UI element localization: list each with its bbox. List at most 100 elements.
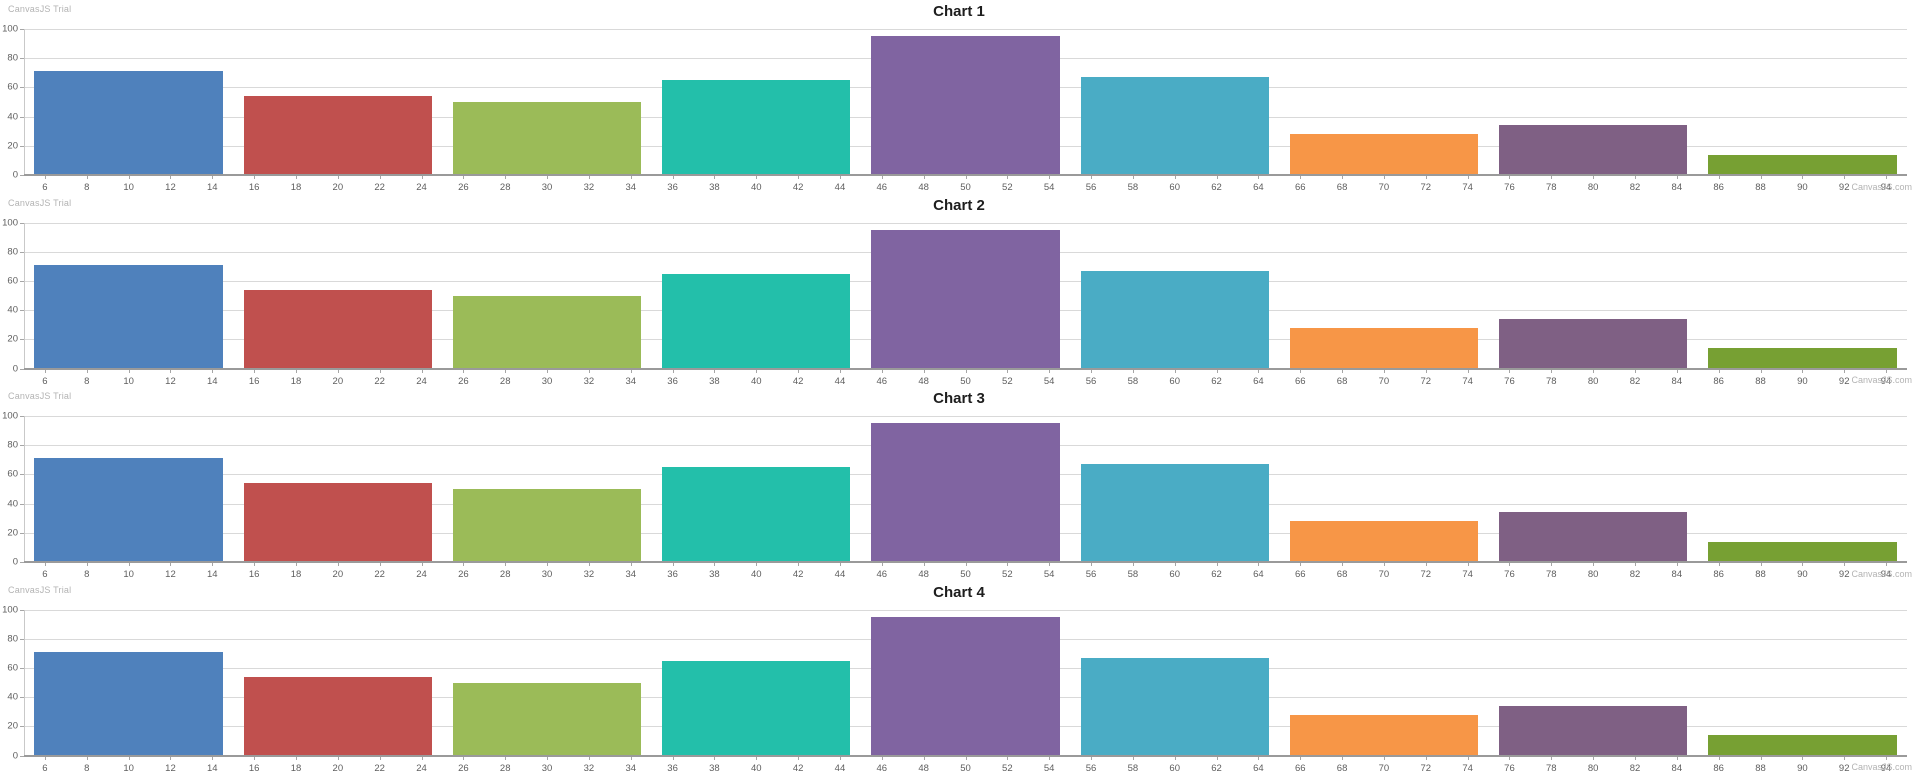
x-axis-label: 42 [792, 762, 804, 774]
y-axis-label: 60 [7, 662, 18, 674]
bar-x20[interactable] [243, 289, 432, 369]
bar-x10[interactable] [34, 651, 223, 756]
bar-x10[interactable] [34, 458, 223, 562]
x-axis-label: 88 [1755, 375, 1766, 387]
x-axis-tick [505, 175, 507, 179]
x-axis-tick [505, 562, 507, 566]
x-axis-label: 22 [374, 375, 385, 387]
bar-x30[interactable] [452, 102, 642, 175]
bar-x60[interactable] [1080, 464, 1269, 562]
x-axis-label: 16 [248, 569, 260, 580]
bar-x40[interactable] [662, 273, 851, 369]
x-axis-label: 24 [416, 182, 427, 193]
x-axis-tick [128, 368, 130, 373]
x-axis-label: 86 [1713, 182, 1724, 193]
x-axis-tick [1676, 368, 1678, 373]
bar-x30[interactable] [452, 489, 642, 562]
x-axis-label: 34 [625, 182, 637, 193]
x-axis-label: 62 [1211, 762, 1222, 774]
bar-x90[interactable] [1708, 348, 1897, 369]
x-axis-label: 72 [1420, 762, 1432, 774]
x-axis-label: 58 [1127, 182, 1139, 193]
x-axis-tick [295, 175, 297, 179]
x-axis-tick [1635, 562, 1636, 566]
x-axis-tick [588, 368, 590, 373]
bar-x40[interactable] [662, 660, 851, 756]
x-axis-label: 82 [1629, 375, 1641, 387]
x-axis-label: 52 [1002, 182, 1013, 193]
x-axis-label: 74 [1462, 375, 1473, 387]
x-axis-label: 60 [1169, 375, 1181, 387]
bar-x80[interactable] [1499, 512, 1688, 562]
x-axis-label: 76 [1504, 375, 1515, 387]
bar-x50[interactable] [871, 36, 1060, 175]
x-axis-tick [1132, 755, 1134, 760]
bar-x90[interactable] [1708, 735, 1897, 756]
canvasjs-credit-link[interactable]: CanvasJS.com [1851, 762, 1912, 772]
bar-x50[interactable] [871, 423, 1060, 562]
x-axis-label: 92 [1838, 375, 1850, 387]
x-axis-label: 18 [290, 762, 302, 774]
x-axis-label: 48 [918, 375, 929, 387]
x-axis-label: 64 [1253, 375, 1264, 387]
y-axis-tick [20, 755, 24, 757]
x-axis-tick [1802, 175, 1804, 179]
bar-x10[interactable] [34, 71, 223, 175]
canvasjs-credit-link[interactable]: CanvasJS.com [1851, 181, 1912, 192]
x-axis-tick [798, 368, 800, 373]
x-axis-line [24, 561, 1907, 563]
bar-x60[interactable] [1080, 77, 1269, 175]
x-axis-label: 28 [499, 182, 511, 193]
bar-x30[interactable] [452, 295, 642, 369]
x-axis-label: 62 [1211, 182, 1222, 193]
x-axis-label: 44 [834, 375, 846, 387]
y-axis-label: 0 [12, 363, 18, 374]
bar-x10[interactable] [34, 264, 223, 369]
y-axis-tick [20, 87, 24, 89]
x-axis-label: 54 [1043, 375, 1055, 387]
x-axis-tick [672, 175, 674, 179]
x-axis-label: 92 [1838, 569, 1850, 580]
x-axis-tick [1886, 755, 1888, 760]
bar-x60[interactable] [1080, 270, 1269, 369]
canvasjs-credit-link[interactable]: CanvasJS.com [1851, 375, 1912, 385]
bar-x90[interactable] [1708, 154, 1897, 175]
x-axis-tick [1886, 368, 1888, 373]
bar-x80[interactable] [1499, 125, 1688, 175]
y-axis-tick [20, 667, 24, 669]
canvasjs-credit-link[interactable]: CanvasJS.com [1851, 568, 1912, 579]
x-axis-label: 40 [750, 762, 762, 774]
bar-x70[interactable] [1289, 714, 1479, 756]
bar-x60[interactable] [1080, 657, 1269, 756]
bar-x80[interactable] [1499, 318, 1688, 369]
x-axis-tick [212, 175, 214, 179]
x-axis-tick [1676, 755, 1678, 760]
bar-x80[interactable] [1499, 705, 1688, 756]
bar-x20[interactable] [243, 676, 432, 756]
bar-x90[interactable] [1708, 541, 1897, 562]
y-axis-tick [20, 116, 24, 118]
bar-x70[interactable] [1289, 521, 1479, 562]
x-axis-label: 74 [1462, 569, 1473, 580]
bar-x20[interactable] [243, 483, 432, 562]
x-axis-label: 30 [541, 762, 553, 774]
bar-x50[interactable] [871, 229, 1060, 369]
bar-x50[interactable] [871, 616, 1060, 756]
bar-x40[interactable] [662, 467, 851, 562]
x-axis-tick [1258, 368, 1260, 373]
bar-x70[interactable] [1289, 327, 1479, 369]
x-axis-tick [1300, 175, 1302, 179]
x-axis-line [24, 367, 1907, 370]
bar-x20[interactable] [243, 96, 432, 175]
x-axis-tick [923, 755, 925, 760]
y-axis-label: 20 [7, 140, 18, 152]
bar-x70[interactable] [1289, 134, 1479, 175]
x-axis-tick [128, 562, 130, 566]
y-axis-tick [20, 280, 24, 282]
bar-x40[interactable] [662, 80, 851, 175]
y-axis-label: 60 [7, 81, 18, 93]
x-axis-label: 66 [1294, 182, 1306, 193]
y-axis-label: 100 [2, 604, 18, 615]
bar-x30[interactable] [452, 682, 642, 756]
